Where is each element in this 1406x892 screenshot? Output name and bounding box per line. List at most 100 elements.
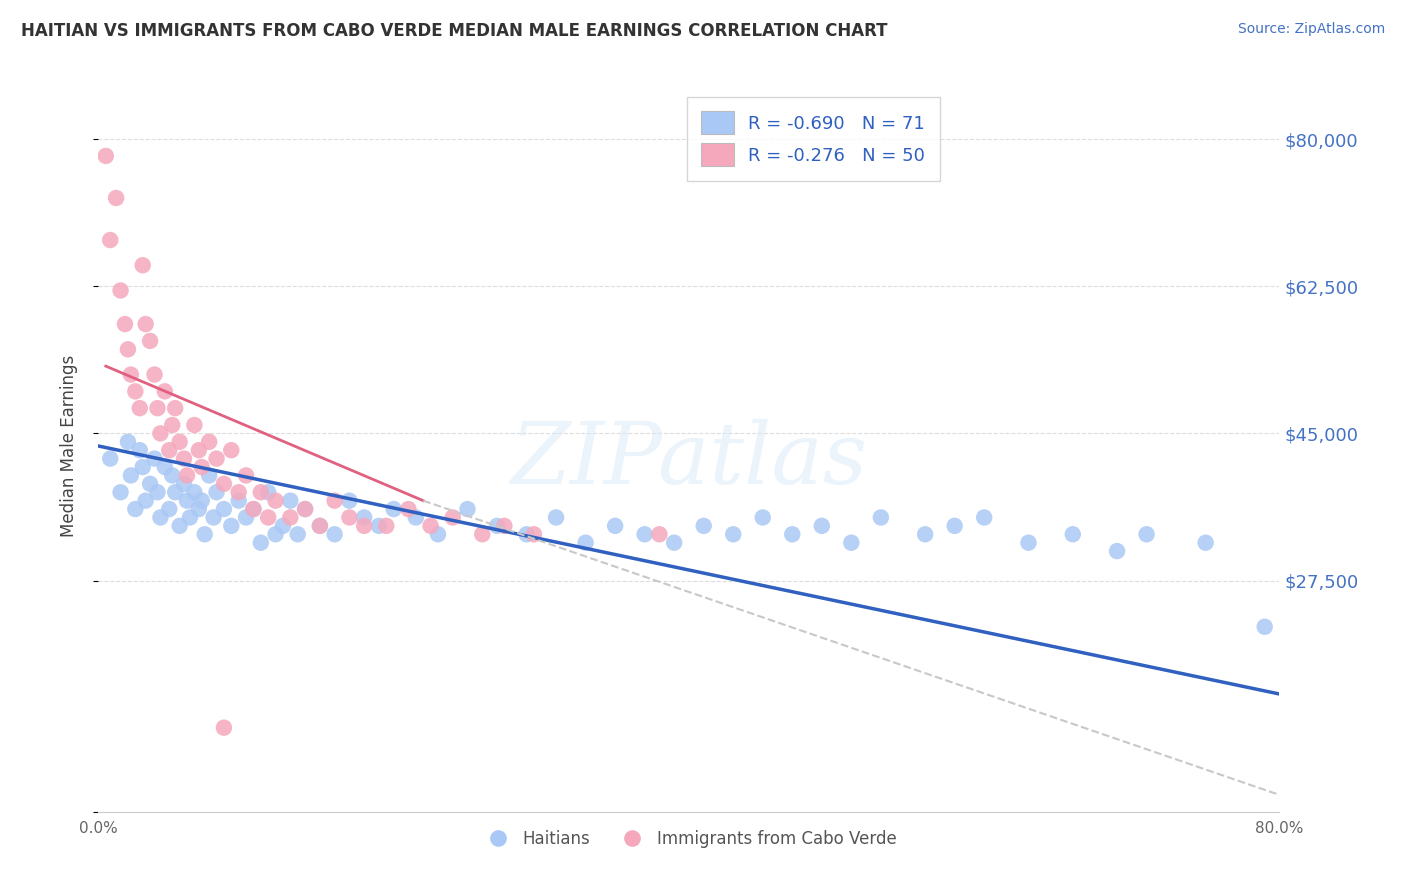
Point bbox=[228, 485, 250, 500]
Point bbox=[634, 527, 657, 541]
Point bbox=[1195, 535, 1218, 549]
Point bbox=[368, 519, 391, 533]
Point bbox=[471, 527, 494, 541]
Point bbox=[398, 502, 420, 516]
Point bbox=[441, 510, 464, 524]
Point bbox=[135, 317, 157, 331]
Point bbox=[165, 485, 187, 500]
Point bbox=[1018, 535, 1040, 549]
Point bbox=[128, 401, 150, 416]
Point bbox=[179, 510, 201, 524]
Point bbox=[205, 485, 228, 500]
Point bbox=[173, 451, 195, 466]
Point bbox=[149, 426, 172, 441]
Point bbox=[323, 493, 346, 508]
Point bbox=[202, 510, 225, 524]
Point bbox=[271, 519, 294, 533]
Point bbox=[228, 493, 250, 508]
Point bbox=[382, 502, 405, 516]
Point bbox=[135, 493, 157, 508]
Point bbox=[120, 368, 142, 382]
Point bbox=[405, 510, 427, 524]
Text: HAITIAN VS IMMIGRANTS FROM CABO VERDE MEDIAN MALE EARNINGS CORRELATION CHART: HAITIAN VS IMMIGRANTS FROM CABO VERDE ME… bbox=[21, 22, 887, 40]
Point bbox=[191, 493, 214, 508]
Point bbox=[157, 502, 180, 516]
Point bbox=[124, 384, 146, 399]
Point bbox=[523, 527, 546, 541]
Point bbox=[205, 451, 228, 466]
Point bbox=[605, 519, 627, 533]
Point bbox=[782, 527, 804, 541]
Point bbox=[153, 384, 176, 399]
Point bbox=[353, 519, 375, 533]
Point bbox=[914, 527, 936, 541]
Point bbox=[264, 493, 287, 508]
Point bbox=[212, 502, 235, 516]
Point bbox=[194, 527, 217, 541]
Point bbox=[124, 502, 146, 516]
Point bbox=[257, 485, 280, 500]
Point bbox=[1062, 527, 1084, 541]
Point bbox=[841, 535, 863, 549]
Point bbox=[257, 510, 280, 524]
Point bbox=[183, 417, 205, 432]
Point bbox=[191, 460, 214, 475]
Point bbox=[110, 284, 132, 298]
Point bbox=[221, 443, 243, 458]
Point bbox=[242, 502, 264, 516]
Point bbox=[339, 493, 361, 508]
Point bbox=[723, 527, 745, 541]
Point bbox=[165, 401, 187, 416]
Point bbox=[294, 502, 316, 516]
Point bbox=[575, 535, 598, 549]
Point bbox=[143, 368, 166, 382]
Point bbox=[117, 434, 139, 449]
Y-axis label: Median Male Earnings: Median Male Earnings bbox=[59, 355, 77, 537]
Point bbox=[494, 519, 516, 533]
Point bbox=[110, 485, 132, 500]
Point bbox=[153, 460, 176, 475]
Legend: Haitians, Immigrants from Cabo Verde: Haitians, Immigrants from Cabo Verde bbox=[474, 823, 904, 855]
Text: ZIPatlas: ZIPatlas bbox=[510, 419, 868, 502]
Point bbox=[94, 149, 117, 163]
Point bbox=[287, 527, 309, 541]
Point bbox=[176, 468, 198, 483]
Point bbox=[1107, 544, 1129, 558]
Point bbox=[198, 468, 221, 483]
Point bbox=[1136, 527, 1159, 541]
Point bbox=[187, 443, 209, 458]
Point bbox=[280, 510, 302, 524]
Point bbox=[648, 527, 671, 541]
Point bbox=[242, 502, 264, 516]
Point bbox=[146, 485, 169, 500]
Point bbox=[323, 527, 346, 541]
Point bbox=[973, 510, 995, 524]
Point bbox=[457, 502, 479, 516]
Point bbox=[235, 510, 257, 524]
Point bbox=[419, 519, 441, 533]
Point bbox=[149, 510, 172, 524]
Point bbox=[162, 417, 183, 432]
Point bbox=[693, 519, 716, 533]
Point bbox=[132, 258, 155, 272]
Point bbox=[105, 191, 128, 205]
Point bbox=[294, 502, 316, 516]
Point bbox=[128, 443, 150, 458]
Point bbox=[139, 334, 162, 348]
Point bbox=[132, 460, 155, 475]
Point bbox=[212, 721, 235, 735]
Point bbox=[250, 485, 273, 500]
Point bbox=[664, 535, 686, 549]
Point bbox=[427, 527, 450, 541]
Point bbox=[546, 510, 568, 524]
Point bbox=[98, 233, 121, 247]
Point bbox=[943, 519, 966, 533]
Point bbox=[120, 468, 142, 483]
Point bbox=[235, 468, 257, 483]
Point bbox=[280, 493, 302, 508]
Point bbox=[309, 519, 332, 533]
Point bbox=[375, 519, 398, 533]
Text: Source: ZipAtlas.com: Source: ZipAtlas.com bbox=[1237, 22, 1385, 37]
Point bbox=[250, 535, 273, 549]
Point bbox=[143, 451, 166, 466]
